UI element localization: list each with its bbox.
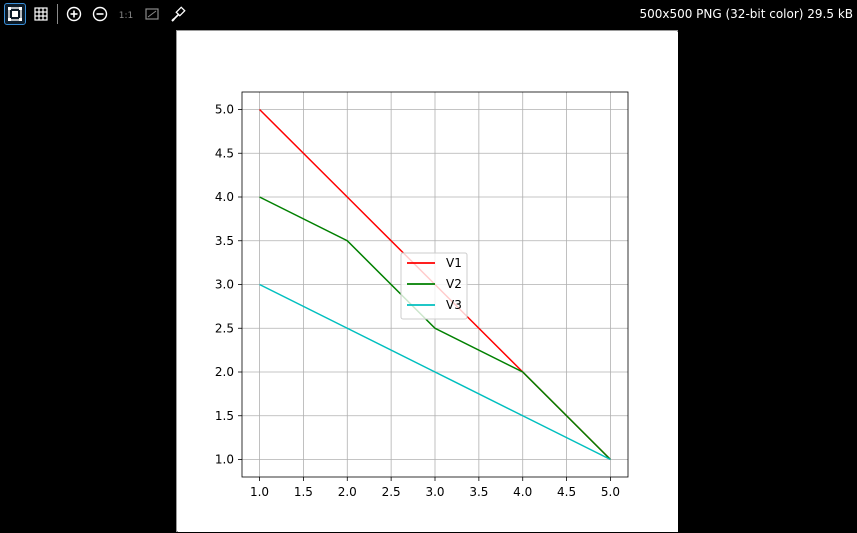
toolbar-separator	[57, 4, 58, 24]
line-chart: 1.0 1.5 2.0 2.5 3.0 3.5 4.0 4.5 5.0 1.0 1.5 2.0 2.5 3…	[215, 91, 629, 499]
actual-size-button[interactable]: 1:1	[115, 3, 137, 25]
y-tick-label: 1.5	[215, 409, 234, 423]
background-icon	[145, 8, 159, 20]
color-picker-button[interactable]	[167, 3, 189, 25]
y-tick-label: 2.5	[215, 321, 234, 335]
zoom-in-icon	[66, 6, 82, 22]
image-info-label: 500x500 PNG (32-bit color) 29.5 kB	[639, 7, 853, 21]
y-tick-label: 4.5	[215, 146, 234, 160]
zoom-out-icon	[92, 6, 108, 22]
zoom-in-button[interactable]	[63, 3, 85, 25]
background-button[interactable]	[141, 3, 163, 25]
x-tick-label: 1.0	[250, 485, 269, 499]
y-tick-label: 3.0	[215, 278, 234, 292]
toolbar: 1:1 500x500 PNG (32-bit color) 29.5 kB	[0, 0, 857, 28]
grid-button[interactable]	[30, 3, 52, 25]
y-tick-label: 3.5	[215, 234, 234, 248]
eyedropper-icon	[171, 6, 186, 22]
x-tick-label: 2.5	[382, 485, 401, 499]
series-line-v3	[259, 283, 611, 461]
series-line-v2	[259, 196, 611, 461]
image-canvas: 1.0 1.5 2.0 2.5 3.0 3.5 4.0 4.5 5.0 1.0 1.5 2.0 2.5 3…	[178, 32, 678, 532]
x-tick-label: 2.0	[338, 485, 357, 499]
x-tick-label: 1.5	[294, 485, 313, 499]
x-tick-label: 5.0	[601, 485, 620, 499]
y-tick-label: 4.0	[215, 190, 234, 204]
fit-window-icon	[8, 7, 22, 21]
y-tick-label: 1.0	[215, 453, 234, 467]
legend-box	[400, 252, 468, 320]
zoom-out-button[interactable]	[89, 3, 111, 25]
grid-icon	[34, 7, 48, 21]
image-frame: 1.0 1.5 2.0 2.5 3.0 3.5 4.0 4.5 5.0 1.0 1.5 2.0 2.5 3…	[176, 30, 678, 532]
x-tick-label: 3.5	[469, 485, 488, 499]
fit-window-button[interactable]	[4, 3, 26, 25]
legend-label-v2: V2	[446, 277, 462, 291]
legend-label-v1: V1	[446, 256, 462, 270]
x-tick-label: 3.0	[425, 485, 444, 499]
x-tick-label: 4.5	[557, 485, 576, 499]
y-tick-label: 5.0	[215, 103, 234, 117]
actual-size-icon: 1:1	[119, 11, 133, 21]
x-tick-label: 4.0	[513, 485, 532, 499]
y-tick-label: 2.0	[215, 365, 234, 379]
legend: V1 V2 V3	[400, 252, 468, 320]
actual-size-label: 1:1	[119, 11, 133, 21]
legend-label-v3: V3	[446, 298, 462, 312]
